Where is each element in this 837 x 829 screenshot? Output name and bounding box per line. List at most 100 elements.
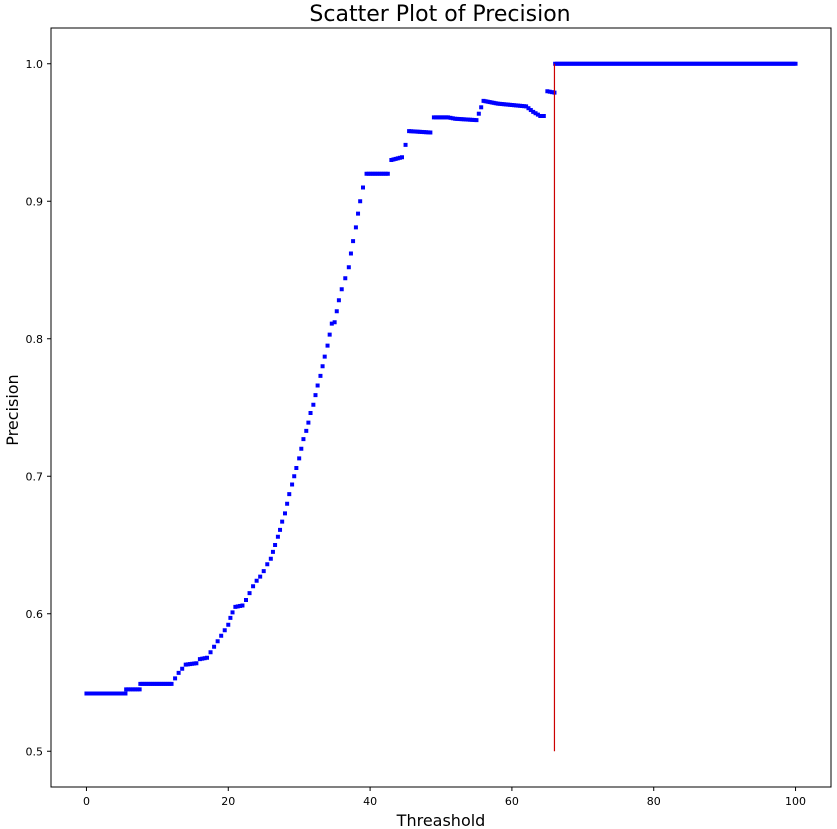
data-point	[351, 239, 356, 244]
data-point	[409, 129, 414, 134]
data-point	[389, 158, 394, 162]
x-tick-label: 100	[785, 795, 806, 808]
data-point	[119, 691, 124, 696]
data-point	[356, 211, 361, 216]
data-point	[751, 61, 756, 66]
data-point	[561, 61, 566, 66]
data-point	[395, 156, 400, 161]
data-point	[230, 610, 235, 615]
data-point	[757, 61, 762, 66]
data-point	[513, 103, 518, 108]
data-point	[311, 402, 316, 407]
data-point	[526, 106, 531, 111]
data-point	[505, 102, 510, 107]
data-point	[192, 661, 197, 666]
data-point	[647, 61, 652, 66]
data-point	[735, 61, 740, 66]
data-point	[154, 681, 159, 686]
data-point	[163, 681, 168, 686]
data-point	[717, 61, 722, 66]
data-point	[152, 681, 157, 686]
data-point	[571, 61, 576, 66]
data-point	[535, 112, 540, 117]
data-point	[428, 130, 433, 135]
data-point	[144, 681, 149, 686]
data-point	[493, 101, 498, 106]
data-point	[599, 61, 604, 66]
data-point	[472, 117, 477, 122]
data-point	[563, 61, 568, 66]
y-tick-label: 0.7	[26, 470, 44, 483]
data-point	[138, 681, 143, 686]
data-point	[459, 117, 464, 122]
data-point	[86, 691, 91, 696]
data-point	[695, 61, 700, 66]
y-tick-label: 0.6	[26, 608, 44, 621]
data-point	[123, 691, 128, 696]
data-point	[304, 428, 309, 433]
data-point	[769, 61, 774, 66]
data-point	[219, 633, 224, 638]
data-point	[377, 171, 382, 176]
data-point	[433, 115, 438, 120]
data-point	[128, 687, 133, 692]
data-point	[667, 61, 672, 66]
data-point	[589, 61, 594, 66]
data-point	[187, 662, 192, 667]
data-point	[557, 61, 562, 66]
data-point	[623, 61, 628, 66]
data-point	[84, 691, 89, 696]
data-point	[607, 61, 612, 66]
data-point	[247, 591, 252, 596]
data-point	[235, 604, 240, 609]
data-point	[605, 61, 610, 66]
data-point	[761, 61, 766, 66]
data-point	[497, 101, 502, 106]
data-point	[715, 61, 720, 66]
data-point	[779, 61, 784, 66]
data-point	[765, 61, 770, 66]
data-point	[334, 309, 339, 314]
data-point	[711, 61, 716, 66]
data-point	[244, 598, 248, 602]
data-point	[671, 61, 676, 66]
data-point	[457, 117, 462, 122]
data-point	[518, 103, 523, 108]
data-point	[687, 61, 692, 66]
data-point	[383, 171, 388, 176]
data-point	[507, 102, 512, 107]
data-point	[585, 61, 590, 66]
data-point	[569, 61, 574, 66]
data-point	[617, 61, 622, 66]
data-point	[533, 111, 538, 116]
data-point	[627, 61, 632, 66]
data-point	[731, 61, 736, 66]
data-point	[709, 61, 714, 66]
data-point	[111, 691, 116, 696]
data-point	[150, 681, 155, 686]
data-point	[397, 155, 402, 160]
data-point	[290, 482, 295, 487]
data-point	[124, 687, 129, 692]
y-axis: 0.5 0.6 0.7 0.8 0.9 1.0	[26, 58, 51, 758]
x-tick-label: 40	[363, 795, 377, 808]
data-point	[275, 534, 280, 539]
data-point	[655, 61, 660, 66]
data-point	[511, 103, 516, 108]
data-point	[205, 655, 209, 660]
data-point	[697, 61, 702, 66]
data-point	[609, 61, 614, 66]
data-point	[759, 61, 764, 66]
x-axis-label: Threashold	[396, 811, 486, 829]
data-point	[791, 61, 796, 66]
data-point	[611, 61, 616, 66]
data-point	[531, 109, 536, 114]
data-point	[448, 115, 453, 120]
data-point	[474, 118, 479, 123]
data-point	[619, 61, 624, 66]
data-point	[113, 691, 118, 696]
data-point	[693, 61, 698, 66]
data-point	[665, 61, 670, 66]
data-point	[437, 115, 442, 120]
data-point	[767, 61, 772, 66]
